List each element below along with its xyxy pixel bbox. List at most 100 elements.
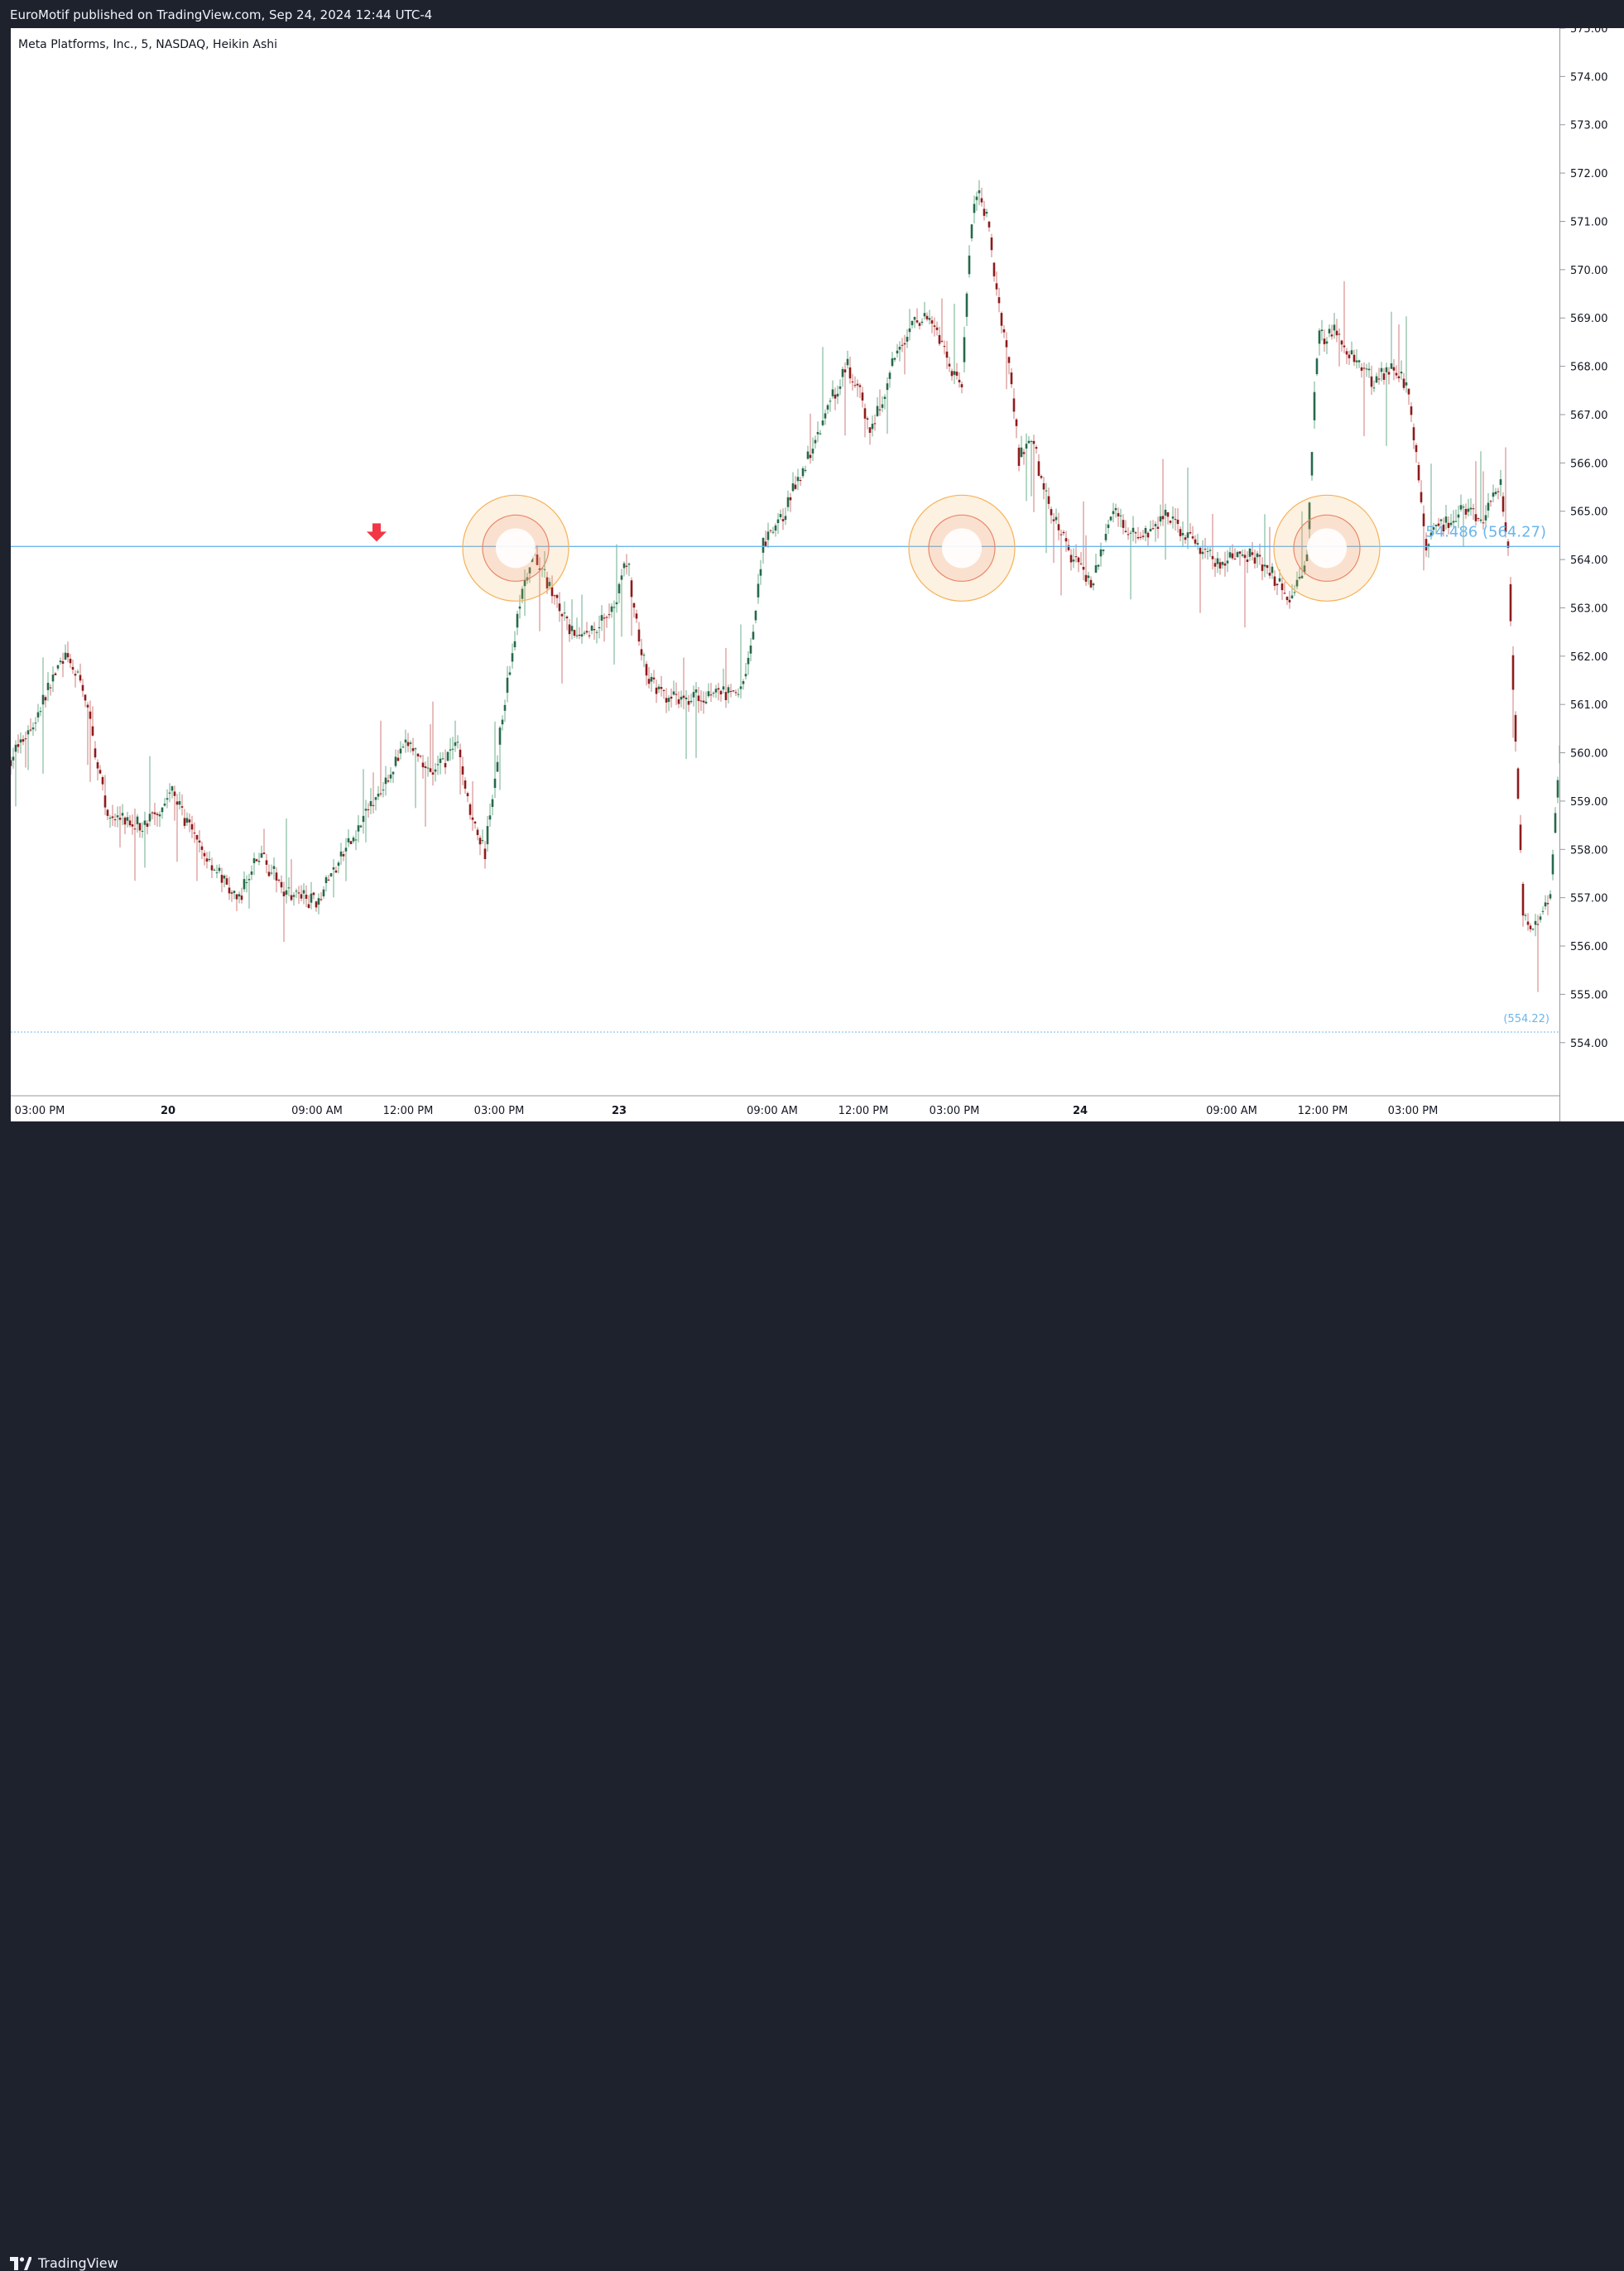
- candle-body: [551, 588, 554, 597]
- candle-body: [797, 477, 800, 481]
- candle-body: [956, 372, 959, 376]
- candle-body: [586, 631, 589, 632]
- candle-body: [1242, 555, 1244, 556]
- candle-body: [1155, 524, 1157, 526]
- x-tick-label: 24: [1073, 1105, 1088, 1117]
- candle-body: [464, 780, 467, 789]
- candle-body: [869, 427, 872, 433]
- candle-body: [258, 861, 261, 862]
- candle-body: [926, 316, 929, 319]
- candle-body: [1244, 555, 1247, 558]
- candle-body: [1070, 555, 1073, 563]
- candle-body: [266, 860, 268, 864]
- candle-body: [968, 256, 971, 274]
- candle-body: [32, 727, 35, 729]
- candle-body: [1147, 533, 1150, 538]
- candle-body: [899, 347, 901, 349]
- candle-body: [1199, 548, 1202, 554]
- candle-body: [1127, 534, 1130, 535]
- chart-title: Meta Platforms, Inc., 5, NASDAQ, Heikin …: [18, 38, 277, 51]
- candle-body: [909, 329, 911, 332]
- candle-body: [278, 880, 281, 881]
- candle-body: [954, 371, 956, 374]
- candle-body: [1008, 357, 1011, 362]
- candle-body: [911, 321, 914, 325]
- candle-body: [400, 749, 402, 754]
- candle-body: [45, 697, 47, 700]
- candle-body: [1331, 334, 1333, 336]
- candle-body: [1261, 564, 1264, 571]
- candle-body: [353, 838, 355, 842]
- candle-body: [1053, 520, 1055, 521]
- candle-body: [196, 835, 199, 839]
- candle-body: [350, 841, 353, 844]
- candle-body: [785, 516, 787, 520]
- candle-body: [397, 758, 400, 761]
- candle-body: [668, 698, 670, 702]
- candle-body: [159, 814, 161, 816]
- candle-body: [57, 665, 60, 669]
- candle-body: [944, 346, 946, 347]
- candle-body: [561, 614, 564, 617]
- y-tick-label: 575.00: [1570, 28, 1608, 36]
- candle-body: [1388, 372, 1391, 374]
- candle-body: [412, 748, 415, 751]
- candle-body: [782, 519, 785, 521]
- candle-body: [966, 294, 968, 317]
- candle-body: [1281, 583, 1284, 590]
- candle-body: [738, 694, 740, 695]
- candle-body: [291, 895, 293, 900]
- candle-body: [810, 455, 812, 459]
- candle-body: [752, 631, 755, 639]
- candle-body: [740, 686, 742, 689]
- candle-body: [961, 384, 963, 387]
- candle-body: [795, 485, 797, 489]
- candle-body: [504, 705, 507, 711]
- candle-body: [1485, 515, 1487, 520]
- candle-body: [251, 871, 253, 875]
- x-tick-label: 03:00 PM: [1388, 1105, 1439, 1117]
- candle-body: [1316, 358, 1319, 374]
- candle-body: [1018, 448, 1021, 466]
- candle-body: [559, 603, 561, 611]
- candle-body: [147, 823, 149, 827]
- candle-body: [1254, 558, 1256, 564]
- candle-body: [1428, 544, 1430, 546]
- candle-body: [849, 367, 852, 378]
- candle-body: [611, 607, 613, 612]
- candle-body: [315, 901, 318, 907]
- candle-body: [715, 689, 718, 692]
- chart-area[interactable]: Meta Platforms, Inc., 5, NASDAQ, Heikin …: [11, 28, 1559, 1121]
- x-tick-label: 09:00 AM: [1206, 1105, 1257, 1117]
- candle-body: [723, 686, 725, 689]
- candle-body: [661, 687, 663, 689]
- candle-body: [25, 738, 27, 739]
- candle-body: [92, 727, 94, 736]
- candle-body: [417, 754, 420, 756]
- candle-body: [1343, 346, 1346, 348]
- candle-body: [509, 672, 512, 675]
- candle-body: [1333, 324, 1336, 330]
- candle-body: [946, 352, 949, 358]
- candle-body: [1031, 441, 1033, 442]
- tradingview-logo[interactable]: TradingView: [10, 2255, 118, 2271]
- candle-body: [179, 801, 181, 804]
- candle-body: [1227, 560, 1229, 563]
- candle-body: [1085, 575, 1088, 582]
- y-tick-label: 565.00: [1570, 507, 1608, 519]
- candle-body: [149, 814, 151, 821]
- candle-body: [1274, 577, 1276, 586]
- candle-body: [1189, 532, 1192, 533]
- candle-body: [976, 197, 978, 200]
- candle-body: [641, 649, 643, 655]
- candle-body: [164, 804, 166, 805]
- candle-body: [663, 690, 665, 691]
- candle-body: [1356, 361, 1358, 362]
- candle-body: [839, 387, 842, 389]
- candle-body: [1393, 367, 1396, 371]
- candle-body: [494, 779, 497, 788]
- candle-body: [1207, 551, 1209, 552]
- candle-body: [675, 694, 678, 695]
- candle-body: [122, 813, 124, 815]
